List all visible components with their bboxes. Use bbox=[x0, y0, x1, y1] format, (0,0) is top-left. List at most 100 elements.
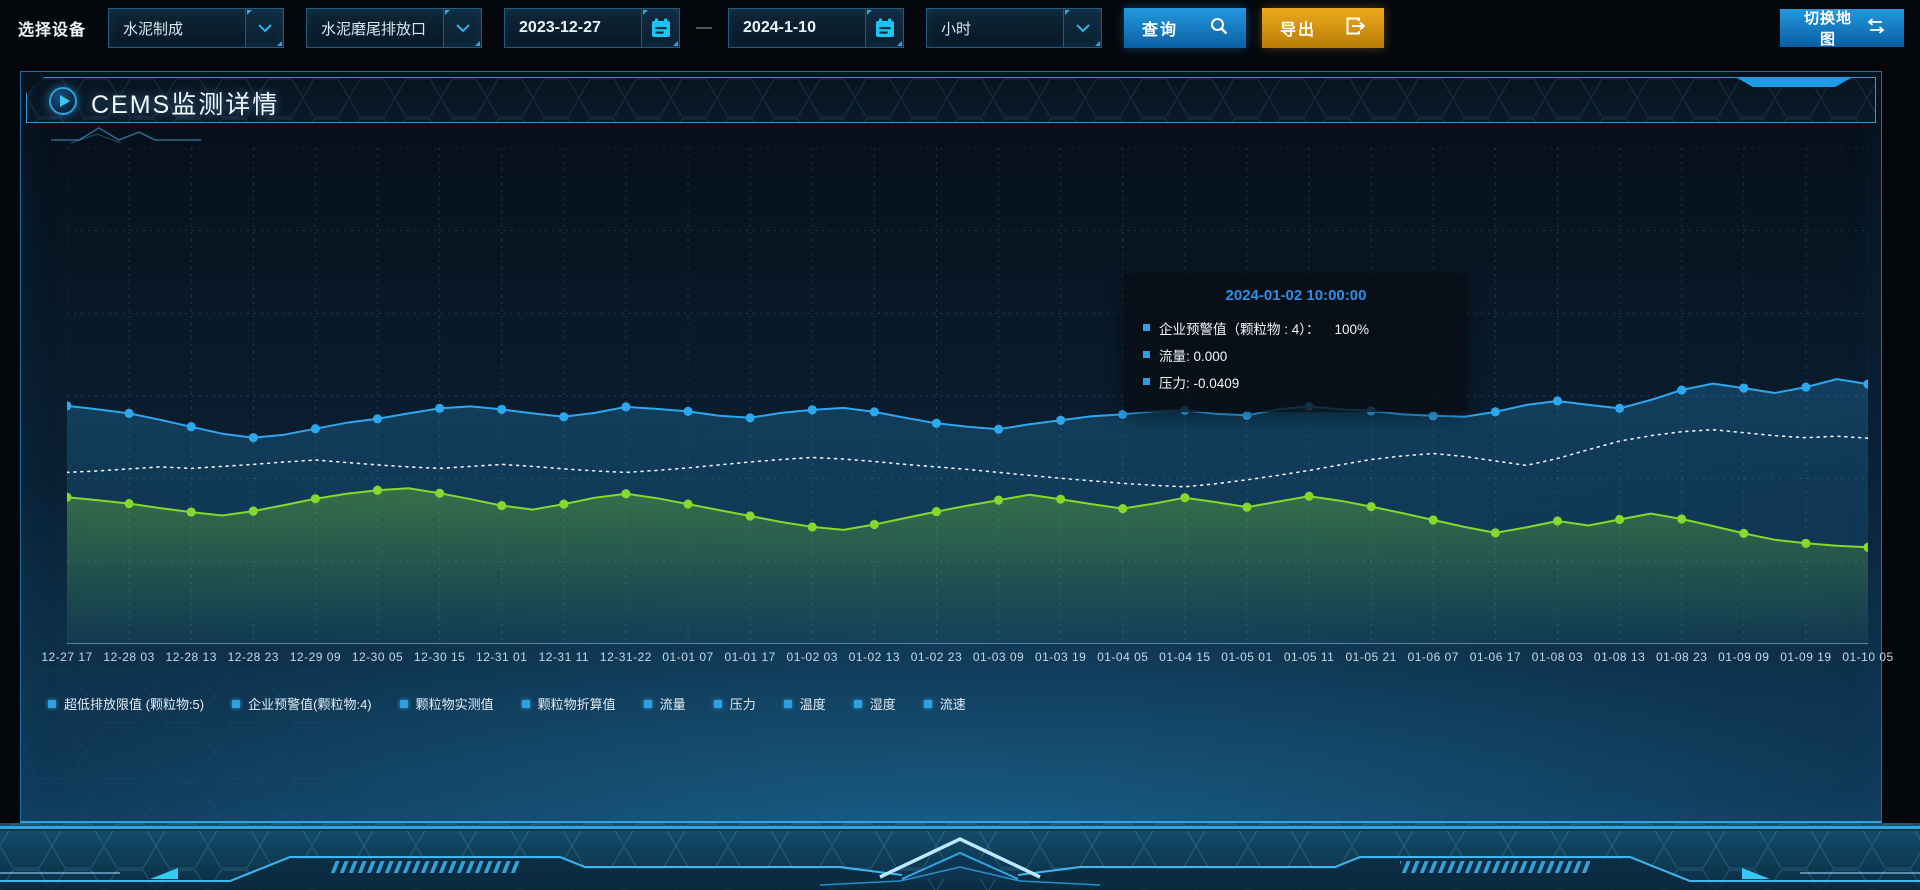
data-point-series-green-solid[interactable] bbox=[1490, 528, 1500, 538]
data-point-series-green-solid[interactable] bbox=[248, 506, 258, 516]
data-point-series-blue-solid[interactable] bbox=[497, 404, 507, 414]
legend-label: 流速 bbox=[939, 697, 966, 712]
legend-item[interactable]: 温度 bbox=[783, 694, 826, 713]
calendar-icon[interactable] bbox=[641, 9, 680, 47]
chevron-down-icon[interactable] bbox=[1063, 9, 1102, 47]
data-point-series-green-solid[interactable] bbox=[1739, 528, 1749, 538]
data-point-series-green-solid[interactable] bbox=[621, 489, 631, 499]
data-point-series-blue-solid[interactable] bbox=[1677, 385, 1687, 395]
chevron-down-icon[interactable] bbox=[245, 9, 284, 47]
data-point-series-blue-solid[interactable] bbox=[1615, 403, 1625, 413]
data-point-series-green-solid[interactable] bbox=[745, 511, 755, 521]
data-point-series-green-solid[interactable] bbox=[186, 507, 196, 517]
data-point-series-blue-solid[interactable] bbox=[372, 414, 383, 424]
data-point-series-green-solid[interactable] bbox=[993, 495, 1004, 505]
data-point-series-blue-solid[interactable] bbox=[248, 433, 258, 443]
data-point-series-green-solid[interactable] bbox=[1242, 502, 1252, 512]
data-point-series-green-solid[interactable] bbox=[1615, 514, 1625, 525]
data-point-series-green-solid[interactable] bbox=[1304, 491, 1314, 501]
legend-item[interactable]: 超低排放限值 (颗粒物:5) bbox=[48, 694, 204, 713]
data-point-series-green-solid[interactable] bbox=[497, 501, 507, 511]
data-point-series-blue-solid[interactable] bbox=[186, 422, 196, 432]
data-point-series-green-solid[interactable] bbox=[1677, 514, 1687, 524]
switch-map-button[interactable]: 切换地图 bbox=[1780, 9, 1904, 48]
legend-item[interactable]: 颗粒物折算值 bbox=[521, 694, 616, 713]
cems-trend-chart[interactable] bbox=[67, 148, 1868, 644]
query-button[interactable]: 查询 bbox=[1124, 8, 1247, 48]
data-point-series-blue-solid[interactable] bbox=[124, 408, 134, 418]
data-point-series-blue-solid[interactable] bbox=[807, 405, 817, 415]
chart-plot-area[interactable]: 2024-01-02 10:00:00 企业预警值（颗粒物 : 4）： 100%… bbox=[67, 148, 1868, 644]
start-date-picker[interactable]: 2023-12-27 bbox=[504, 8, 681, 48]
interval-select-value: 小时 bbox=[941, 20, 972, 38]
data-point-series-blue-solid[interactable] bbox=[1056, 415, 1066, 425]
data-point-series-green-solid[interactable] bbox=[1863, 542, 1868, 552]
legend-item[interactable]: 压力 bbox=[713, 694, 756, 713]
data-point-series-blue-solid[interactable] bbox=[1490, 407, 1500, 417]
x-axis-label: 01-08 03 bbox=[1531, 650, 1584, 664]
data-point-series-green-solid[interactable] bbox=[869, 519, 879, 530]
data-point-series-blue-solid[interactable] bbox=[559, 412, 569, 422]
data-point-series-blue-solid[interactable] bbox=[1428, 411, 1438, 421]
data-point-series-blue-solid[interactable] bbox=[869, 407, 879, 417]
date-range-separator: — bbox=[696, 19, 713, 36]
data-point-series-green-solid[interactable] bbox=[1366, 502, 1376, 512]
data-point-series-blue-solid[interactable] bbox=[745, 413, 755, 423]
x-axis-label: 01-04 15 bbox=[1159, 650, 1211, 664]
data-point-series-green-solid[interactable] bbox=[1118, 503, 1128, 514]
data-point-series-blue-solid[interactable] bbox=[931, 418, 942, 428]
data-point-series-green-solid[interactable] bbox=[67, 492, 72, 502]
data-point-series-green-solid[interactable] bbox=[559, 499, 569, 509]
data-point-series-blue-solid[interactable] bbox=[1863, 379, 1868, 389]
data-point-series-green-solid[interactable] bbox=[124, 499, 134, 509]
data-point-series-blue-solid[interactable] bbox=[1552, 396, 1563, 406]
data-point-series-blue-solid[interactable] bbox=[435, 403, 445, 413]
export-button[interactable]: 导出 bbox=[1262, 8, 1385, 48]
legend-item[interactable]: 企业预警值(颗粒物:4) bbox=[232, 694, 372, 713]
data-point-series-green-solid[interactable] bbox=[931, 506, 942, 517]
play-icon bbox=[49, 87, 77, 115]
x-axis-label: 12-31-22 bbox=[599, 650, 652, 664]
data-point-series-blue-solid[interactable] bbox=[1739, 383, 1749, 393]
interval-select[interactable]: 小时 bbox=[926, 8, 1103, 48]
data-point-series-green-solid[interactable] bbox=[372, 485, 383, 495]
data-point-series-blue-solid[interactable] bbox=[67, 401, 72, 411]
line-series-green-solid bbox=[67, 487, 1868, 549]
legend-item[interactable]: 颗粒物实测值 bbox=[399, 694, 494, 713]
data-point-series-blue-solid[interactable] bbox=[683, 406, 693, 416]
device-type-select[interactable]: 水泥制成 bbox=[108, 8, 285, 48]
data-point-series-green-solid[interactable] bbox=[1552, 516, 1563, 526]
legend-item[interactable]: 湿度 bbox=[853, 694, 896, 713]
data-point-series-green-solid[interactable] bbox=[1801, 538, 1811, 548]
data-point-series-blue-solid[interactable] bbox=[993, 424, 1004, 434]
tooltip-row: 企业预警值（颗粒物 : 4）： 100% bbox=[1143, 314, 1449, 341]
end-date-picker[interactable]: 2024-1-10 bbox=[728, 8, 905, 48]
data-point-series-blue-solid[interactable] bbox=[621, 402, 631, 412]
panel-title: CEMS监测详情 bbox=[91, 91, 280, 119]
data-point-series-green-solid[interactable] bbox=[435, 488, 445, 498]
legend-marker bbox=[643, 699, 652, 708]
data-point-series-blue-solid[interactable] bbox=[1118, 409, 1128, 419]
data-point-series-blue-solid[interactable] bbox=[1242, 410, 1252, 420]
data-point-series-green-solid[interactable] bbox=[683, 499, 693, 509]
chevron-down-icon[interactable] bbox=[443, 9, 482, 47]
legend-item[interactable]: 流速 bbox=[923, 694, 966, 713]
x-axis-labels: 12-27 17 12-28 03 12-28 13 12-28 23 12-29 09… bbox=[21, 650, 1893, 670]
data-point-series-blue-solid[interactable] bbox=[310, 424, 320, 434]
export-button-label: 导出 bbox=[1280, 22, 1317, 39]
x-axis-label: 12-28 03 bbox=[103, 650, 155, 664]
legend-label: 颗粒物折算值 bbox=[537, 697, 616, 712]
data-point-series-green-solid[interactable] bbox=[310, 494, 320, 504]
x-axis-label: 12-30 05 bbox=[351, 650, 404, 664]
data-point-series-blue-solid[interactable] bbox=[1801, 382, 1811, 392]
outlet-select[interactable]: 水泥磨尾排放口 bbox=[306, 8, 483, 48]
data-point-series-green-solid[interactable] bbox=[1428, 515, 1438, 525]
data-point-series-green-solid[interactable] bbox=[1056, 494, 1066, 504]
data-point-series-green-solid[interactable] bbox=[1180, 493, 1190, 503]
data-point-series-green-solid[interactable] bbox=[807, 522, 817, 532]
bottom-tech-decoration bbox=[0, 823, 1920, 890]
legend-label: 颗粒物实测值 bbox=[415, 697, 494, 712]
legend-item[interactable]: 流量 bbox=[643, 694, 686, 713]
calendar-icon[interactable] bbox=[865, 9, 904, 47]
panel-header: CEMS监测详情 bbox=[26, 77, 1876, 123]
